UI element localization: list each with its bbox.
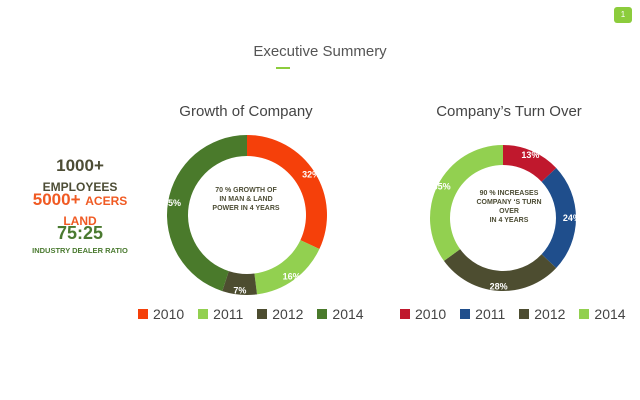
legend-swatch — [460, 309, 471, 319]
slice-data-label: 45% — [166, 198, 181, 208]
legend-label: 2014 — [332, 306, 364, 322]
legend-item-2014: 2014 — [317, 306, 364, 322]
legend-swatch — [257, 309, 268, 319]
stat-land-label: ACERS LAND — [63, 194, 128, 228]
legend-label: 2010 — [153, 306, 185, 322]
title-underline — [276, 67, 290, 69]
legend-swatch — [519, 309, 530, 319]
legend-item-2010: 2010 — [400, 306, 446, 322]
donut-chart-turnover: 13% 24% 28% 35% — [430, 145, 578, 292]
donut-slice-2011 — [541, 168, 576, 268]
stat-employees-label: EMPLOYEES — [42, 180, 118, 194]
legend-swatch — [138, 309, 148, 319]
chart-title-growth: Growth of Company — [179, 103, 313, 120]
slide-title: Executive Summery — [253, 43, 387, 60]
legend-item-2012: 2012 — [257, 306, 303, 322]
donut-slice-2012 — [443, 249, 557, 291]
legend-item-2014: 2014 — [579, 306, 626, 322]
slice-data-label: 13% — [521, 150, 539, 160]
slice-data-label: 32% — [302, 169, 320, 179]
donut-center-text-growth: 70 % GROWTH OF IN MAN & LAND POWER IN 4 … — [206, 186, 286, 213]
stat-land: 5000+ ACERS LAND — [20, 190, 140, 230]
donut-chart-growth: 32% 16% 7% 45% — [166, 135, 327, 296]
legend-item-2010: 2010 — [138, 306, 184, 322]
stat-employees: 1000+ EMPLOYEES — [20, 156, 140, 196]
legend-label: 2011 — [475, 306, 506, 322]
stat-land-number: 5000+ — [32, 190, 81, 209]
slice-data-label: 24% — [563, 213, 578, 223]
donut-slice-2010 — [247, 135, 327, 250]
center-line: 70 % GROWTH OF — [215, 187, 277, 194]
center-line: 90 % INCREASES — [479, 190, 539, 197]
donut-slice-2012 — [222, 271, 258, 295]
page-number-badge: 1 — [614, 7, 632, 23]
legend-growth: 2010 2011 2012 2014 — [138, 306, 364, 322]
stat-ratio-label: INDUSTRY DEALER RATIO — [32, 246, 128, 255]
donut-slice-2014 — [167, 135, 247, 292]
legend-label: 2014 — [594, 306, 626, 322]
legend-swatch — [400, 309, 410, 319]
slice-data-label: 28% — [490, 282, 508, 292]
center-line: POWER IN 4 YEARS — [212, 205, 280, 212]
donut-slice-2011 — [254, 240, 320, 295]
legend-swatch — [579, 309, 590, 319]
slice-data-label: 7% — [233, 286, 246, 296]
legend-label: 2012 — [272, 306, 304, 322]
center-line: IN MAN & LAND — [219, 196, 273, 203]
center-line: IN 4 YEARS — [489, 217, 529, 224]
center-line: COMPANY ‘S TURN OVER — [476, 199, 542, 215]
slice-data-label: 35% — [433, 182, 451, 192]
legend-label: 2011 — [213, 306, 244, 322]
donut-slice-2010 — [503, 145, 557, 182]
legend-item-2011: 2011 — [460, 306, 505, 322]
stat-employees-number: 1000+ — [56, 156, 104, 175]
legend-item-2011: 2011 — [198, 306, 243, 322]
legend-swatch — [198, 309, 209, 319]
donut-center-text-turnover: 90 % INCREASES COMPANY ‘S TURN OVER IN 4… — [466, 189, 552, 225]
legend-label: 2010 — [415, 306, 447, 322]
legend-item-2012: 2012 — [519, 306, 565, 322]
stat-ratio-number: 75:25 — [56, 223, 104, 243]
legend-swatch — [317, 309, 328, 319]
chart-title-turnover: Company’s Turn Over — [436, 103, 582, 120]
legend-turnover: 2010 2011 2012 2014 — [400, 306, 626, 322]
legend-label: 2012 — [534, 306, 566, 322]
donut-slice-2014 — [430, 145, 503, 261]
slice-data-label: 16% — [283, 271, 301, 281]
